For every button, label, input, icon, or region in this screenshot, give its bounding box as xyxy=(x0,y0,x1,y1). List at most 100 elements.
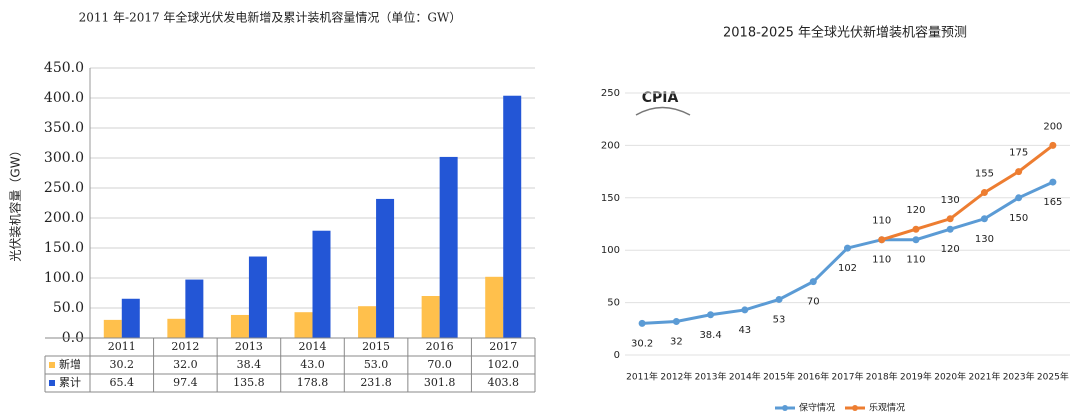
x-tick-label: 2021年 xyxy=(968,371,1000,383)
table-cell: 70.0 xyxy=(427,358,452,371)
y-tick-label: 350.0 xyxy=(44,120,84,136)
y-tick-label: 150.0 xyxy=(44,240,84,256)
point xyxy=(638,319,646,327)
x-tick-label: 2012 xyxy=(171,340,199,353)
bar xyxy=(103,319,122,338)
point xyxy=(946,215,954,223)
x-tick-label: 2012年 xyxy=(660,371,692,383)
y-tick-label: 150 xyxy=(601,193,620,204)
y-tick-label: 100 xyxy=(601,245,620,256)
y-tick-label: 250.0 xyxy=(44,180,84,196)
data-label: 70 xyxy=(807,297,820,308)
y-axis-label: 光伏装机容量（GW） xyxy=(8,144,23,261)
table-cell: 43.0 xyxy=(300,358,325,371)
legend-label: 乐观情况 xyxy=(869,402,905,414)
y-tick-label: 400.0 xyxy=(44,90,84,106)
y-tick-label: 200.0 xyxy=(44,210,84,226)
y-tick-label: 50 xyxy=(607,298,620,309)
point xyxy=(980,215,988,223)
x-tick-label: 2016年 xyxy=(797,371,829,383)
table-cell: 231.8 xyxy=(360,376,392,389)
legend-marker xyxy=(782,405,788,411)
point xyxy=(980,189,988,197)
table-cell: 30.2 xyxy=(110,358,135,371)
y-tick-label: 100.0 xyxy=(44,270,84,286)
x-tick-label: 2023年 xyxy=(1003,371,1035,383)
x-tick-label: 2011年 xyxy=(626,371,658,383)
bar xyxy=(248,256,267,338)
point xyxy=(878,236,886,244)
chart-title: 2018-2025 年全球光伏新增装机容量预测 xyxy=(723,25,967,41)
point xyxy=(809,278,817,286)
data-label: 110 xyxy=(906,255,925,266)
y-tick-label: 50.0 xyxy=(53,300,84,316)
x-tick-label: 2013 xyxy=(235,340,263,353)
bar xyxy=(421,296,440,338)
data-label: 130 xyxy=(941,195,960,206)
data-label: 150 xyxy=(1009,213,1028,224)
logo-arc xyxy=(635,106,691,116)
point xyxy=(1049,141,1057,149)
table-cell: 97.4 xyxy=(173,376,198,389)
legend-marker xyxy=(852,405,858,411)
data-label: 30.2 xyxy=(631,338,653,349)
data-label: 110 xyxy=(872,216,891,227)
bar xyxy=(121,298,140,338)
legend-label: 保守情况 xyxy=(799,402,835,414)
table-cell: 403.8 xyxy=(487,376,519,389)
x-tick-label: 2014年 xyxy=(729,371,761,383)
y-tick-label: 0 xyxy=(614,350,620,361)
bar xyxy=(485,276,504,338)
data-label: 175 xyxy=(1009,148,1028,159)
point xyxy=(1049,178,1057,186)
x-tick-label: 2019年 xyxy=(900,371,932,383)
bar xyxy=(503,95,522,338)
x-tick-label: 2017 xyxy=(489,340,517,353)
y-tick-label: 450.0 xyxy=(44,60,84,76)
legend-label: 累计 xyxy=(59,376,81,389)
bar xyxy=(294,312,313,338)
bar xyxy=(167,318,186,338)
table-cell: 102.0 xyxy=(487,358,519,371)
table-cell: 53.0 xyxy=(364,358,389,371)
point xyxy=(912,225,920,233)
bar xyxy=(185,279,204,338)
data-label: 38.4 xyxy=(699,330,721,341)
data-label: 200 xyxy=(1043,121,1062,132)
x-tick-label: 2016 xyxy=(426,340,454,353)
table-cell: 32.0 xyxy=(173,358,198,371)
table-cell: 65.4 xyxy=(110,376,135,389)
x-tick-label: 2017年 xyxy=(832,371,864,383)
y-tick-label: 200 xyxy=(601,140,620,151)
x-tick-label: 2013年 xyxy=(695,371,727,383)
data-label: 110 xyxy=(872,255,891,266)
table-cell: 178.8 xyxy=(297,376,329,389)
x-tick-label: 2014 xyxy=(299,340,327,353)
point xyxy=(1015,194,1023,202)
data-label: 102 xyxy=(838,263,857,274)
x-tick-label: 2018年 xyxy=(866,371,898,383)
bar xyxy=(230,314,249,338)
legend-label: 新增 xyxy=(59,357,81,371)
data-label: 165 xyxy=(1043,197,1062,208)
x-tick-label: 2020年 xyxy=(934,371,966,383)
y-tick-label: 250 xyxy=(601,88,620,99)
x-tick-label: 2015年 xyxy=(763,371,795,383)
data-label: 120 xyxy=(906,205,925,216)
point xyxy=(1015,168,1023,176)
point xyxy=(672,317,680,325)
x-tick-label: 2025年 xyxy=(1037,371,1069,383)
x-tick-label: 2015 xyxy=(362,340,390,353)
legend-swatch xyxy=(49,380,55,386)
point xyxy=(946,225,954,233)
chart-title: 2011 年-2017 年全球光伏发电新增及累计装机容量情况（单位：GW） xyxy=(79,10,462,25)
data-label: 53 xyxy=(773,314,786,325)
point xyxy=(844,244,851,252)
legend-swatch xyxy=(49,362,55,368)
data-label: 43 xyxy=(738,325,751,336)
table-cell: 301.8 xyxy=(424,376,456,389)
y-tick-label: 300.0 xyxy=(44,150,84,166)
point xyxy=(741,306,749,314)
table-cell: 135.8 xyxy=(233,376,265,389)
data-label: 120 xyxy=(941,244,960,255)
